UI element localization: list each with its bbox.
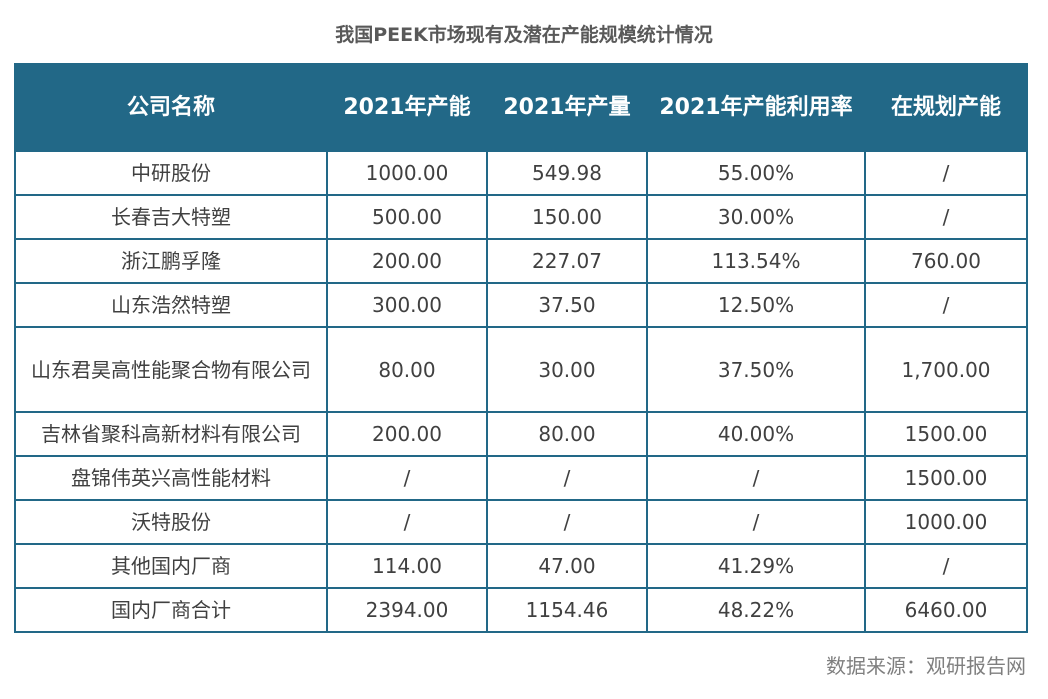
header-company-name: 公司名称 bbox=[14, 63, 328, 152]
cell-company: 国内厂商合计 bbox=[14, 587, 328, 633]
cell-output: 30.00 bbox=[486, 326, 648, 413]
table-row-total: 国内厂商合计 2394.00 1154.46 48.22% 6460.00 bbox=[14, 587, 1028, 633]
cell-planned: / bbox=[864, 194, 1028, 240]
cell-output: / bbox=[486, 499, 648, 545]
table-row: 其他国内厂商 114.00 47.00 41.29% / bbox=[14, 543, 1028, 589]
cell-company: 山东浩然特塑 bbox=[14, 282, 328, 328]
cell-capacity: 200.00 bbox=[326, 238, 488, 284]
cell-utilization: 12.50% bbox=[646, 282, 866, 328]
table-row: 山东君昊高性能聚合物有限公司 80.00 30.00 37.50% 1,700.… bbox=[14, 326, 1028, 413]
cell-output: 80.00 bbox=[486, 411, 648, 457]
capacity-table: 公司名称 2021年产能 2021年产量 2021年产能利用率 在规划产能 中研… bbox=[14, 63, 1028, 633]
table-row: 中研股份 1000.00 549.98 55.00% / bbox=[14, 150, 1028, 196]
table-row: 沃特股份 / / / 1000.00 bbox=[14, 499, 1028, 545]
cell-planned: 1500.00 bbox=[864, 411, 1028, 457]
cell-capacity: / bbox=[326, 499, 488, 545]
table-title: 我国PEEK市场现有及潜在产能规模统计情况 bbox=[335, 24, 713, 46]
cell-capacity: 1000.00 bbox=[326, 150, 488, 196]
cell-utilization: 37.50% bbox=[646, 326, 866, 413]
cell-company: 山东君昊高性能聚合物有限公司 bbox=[14, 326, 328, 413]
table-row: 浙江鹏孚隆 200.00 227.07 113.54% 760.00 bbox=[14, 238, 1028, 284]
header-capacity-2021: 2021年产能 bbox=[326, 63, 488, 152]
cell-output: 227.07 bbox=[486, 238, 648, 284]
cell-planned: / bbox=[864, 543, 1028, 589]
cell-utilization: 113.54% bbox=[646, 238, 866, 284]
header-output-2021: 2021年产量 bbox=[486, 63, 648, 152]
cell-output: 47.00 bbox=[486, 543, 648, 589]
cell-capacity: 500.00 bbox=[326, 194, 488, 240]
cell-capacity: 80.00 bbox=[326, 326, 488, 413]
cell-utilization: / bbox=[646, 455, 866, 501]
table-row: 山东浩然特塑 300.00 37.50 12.50% / bbox=[14, 282, 1028, 328]
cell-capacity: 114.00 bbox=[326, 543, 488, 589]
cell-planned: 760.00 bbox=[864, 238, 1028, 284]
cell-capacity: / bbox=[326, 455, 488, 501]
cell-planned: 1,700.00 bbox=[864, 326, 1028, 413]
cell-utilization: 41.29% bbox=[646, 543, 866, 589]
cell-planned: 1000.00 bbox=[864, 499, 1028, 545]
cell-planned: 6460.00 bbox=[864, 587, 1028, 633]
header-planned-capacity: 在规划产能 bbox=[864, 63, 1028, 152]
cell-company: 吉林省聚科高新材料有限公司 bbox=[14, 411, 328, 457]
table-row: 吉林省聚科高新材料有限公司 200.00 80.00 40.00% 1500.0… bbox=[14, 411, 1028, 457]
cell-capacity: 200.00 bbox=[326, 411, 488, 457]
cell-planned: / bbox=[864, 150, 1028, 196]
table-header-row: 公司名称 2021年产能 2021年产量 2021年产能利用率 在规划产能 bbox=[14, 63, 1028, 152]
cell-company: 浙江鹏孚隆 bbox=[14, 238, 328, 284]
cell-planned: / bbox=[864, 282, 1028, 328]
cell-utilization: / bbox=[646, 499, 866, 545]
cell-company: 盘锦伟英兴高性能材料 bbox=[14, 455, 328, 501]
cell-output: 150.00 bbox=[486, 194, 648, 240]
table-row: 盘锦伟英兴高性能材料 / / / 1500.00 bbox=[14, 455, 1028, 501]
cell-capacity: 300.00 bbox=[326, 282, 488, 328]
cell-utilization: 55.00% bbox=[646, 150, 866, 196]
cell-capacity: 2394.00 bbox=[326, 587, 488, 633]
cell-planned: 1500.00 bbox=[864, 455, 1028, 501]
cell-company: 中研股份 bbox=[14, 150, 328, 196]
cell-output: 1154.46 bbox=[486, 587, 648, 633]
cell-company: 长春吉大特塑 bbox=[14, 194, 328, 240]
cell-output: / bbox=[486, 455, 648, 501]
cell-company: 沃特股份 bbox=[14, 499, 328, 545]
cell-output: 549.98 bbox=[486, 150, 648, 196]
table-row: 长春吉大特塑 500.00 150.00 30.00% / bbox=[14, 194, 1028, 240]
cell-company: 其他国内厂商 bbox=[14, 543, 328, 589]
cell-utilization: 48.22% bbox=[646, 587, 866, 633]
cell-output: 37.50 bbox=[486, 282, 648, 328]
header-utilization-2021: 2021年产能利用率 bbox=[646, 63, 866, 152]
cell-utilization: 30.00% bbox=[646, 194, 866, 240]
cell-utilization: 40.00% bbox=[646, 411, 866, 457]
data-source-note: 数据来源：观研报告网 bbox=[826, 654, 1026, 678]
